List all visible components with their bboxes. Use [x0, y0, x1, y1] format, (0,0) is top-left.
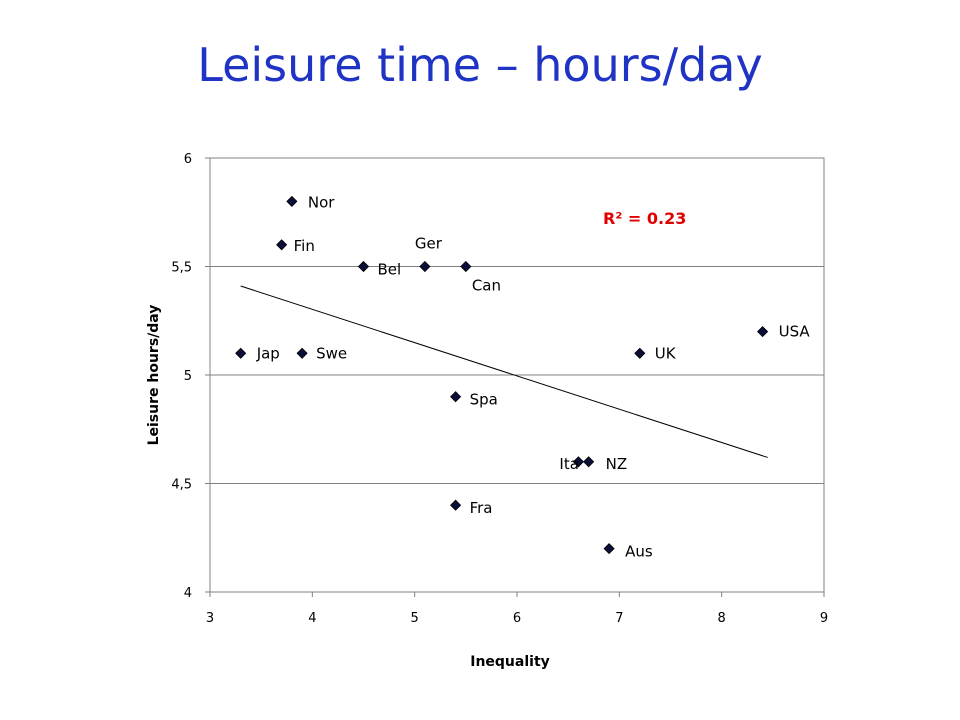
- data-point-label: Swe: [316, 344, 347, 362]
- data-point-label: Fin: [294, 237, 315, 255]
- data-point-marker: [450, 391, 462, 403]
- data-point-label: Bel: [378, 261, 402, 279]
- data-point-marker: [296, 347, 308, 359]
- data-point-label: USA: [779, 323, 811, 341]
- y-tick-label: 5: [184, 369, 192, 384]
- y-axis-title: Leisure hours/day: [146, 305, 162, 446]
- data-point-marker: [235, 347, 247, 359]
- x-tick-label: 4: [308, 611, 316, 626]
- y-tick-label: 4: [184, 586, 192, 601]
- axis-ticks: 44,555,563 4 5 6 7 8 9: [171, 152, 828, 626]
- x-tick-label: 5: [411, 611, 419, 626]
- data-point-marker: [286, 195, 298, 207]
- gridlines: [210, 266, 824, 484]
- trendline: [240, 285, 768, 458]
- data-point-label: Aus: [625, 543, 653, 561]
- data-point-label: Jap: [256, 344, 280, 362]
- data-point-marker: [757, 326, 769, 338]
- y-tick-label: 6: [184, 152, 192, 167]
- data-point-marker: [450, 499, 462, 511]
- data-point-marker: [419, 260, 431, 273]
- r-squared-annotation: R² = 0.23: [603, 209, 686, 228]
- x-tick-label: 3: [206, 611, 214, 626]
- x-tick-label: 6: [513, 611, 521, 626]
- data-point-marker: [583, 456, 595, 468]
- data-point-marker: [460, 260, 472, 273]
- data-point-marker: [603, 543, 615, 555]
- data-point-marker: [572, 456, 584, 468]
- x-axis-title: Inequality: [470, 654, 550, 670]
- data-point-label: Fra: [470, 499, 493, 517]
- data-point-label: Spa: [470, 391, 498, 409]
- data-point-label: UK: [655, 344, 677, 362]
- data-point-label: Ger: [415, 235, 443, 253]
- y-tick-label: 4,5: [171, 478, 192, 493]
- x-tick-label: 9: [820, 611, 828, 626]
- data-points: Nor Fin Bel Ger Can USA Jap Swe UK Spa Ita NZ Fra Aus: [235, 193, 811, 561]
- x-tick-label: 7: [615, 611, 623, 626]
- slide-title: Leisure time – hours/day: [197, 38, 763, 92]
- x-tick-label: 8: [718, 611, 726, 626]
- data-point-marker: [357, 260, 370, 273]
- y-tick-label: 5,5: [171, 261, 192, 276]
- data-point-label: Ita: [559, 455, 579, 473]
- data-point-label: Nor: [308, 193, 335, 211]
- data-point-marker: [634, 347, 646, 359]
- data-point-marker: [276, 239, 288, 251]
- data-point-label: NZ: [606, 455, 628, 473]
- data-point-label: Can: [472, 277, 501, 295]
